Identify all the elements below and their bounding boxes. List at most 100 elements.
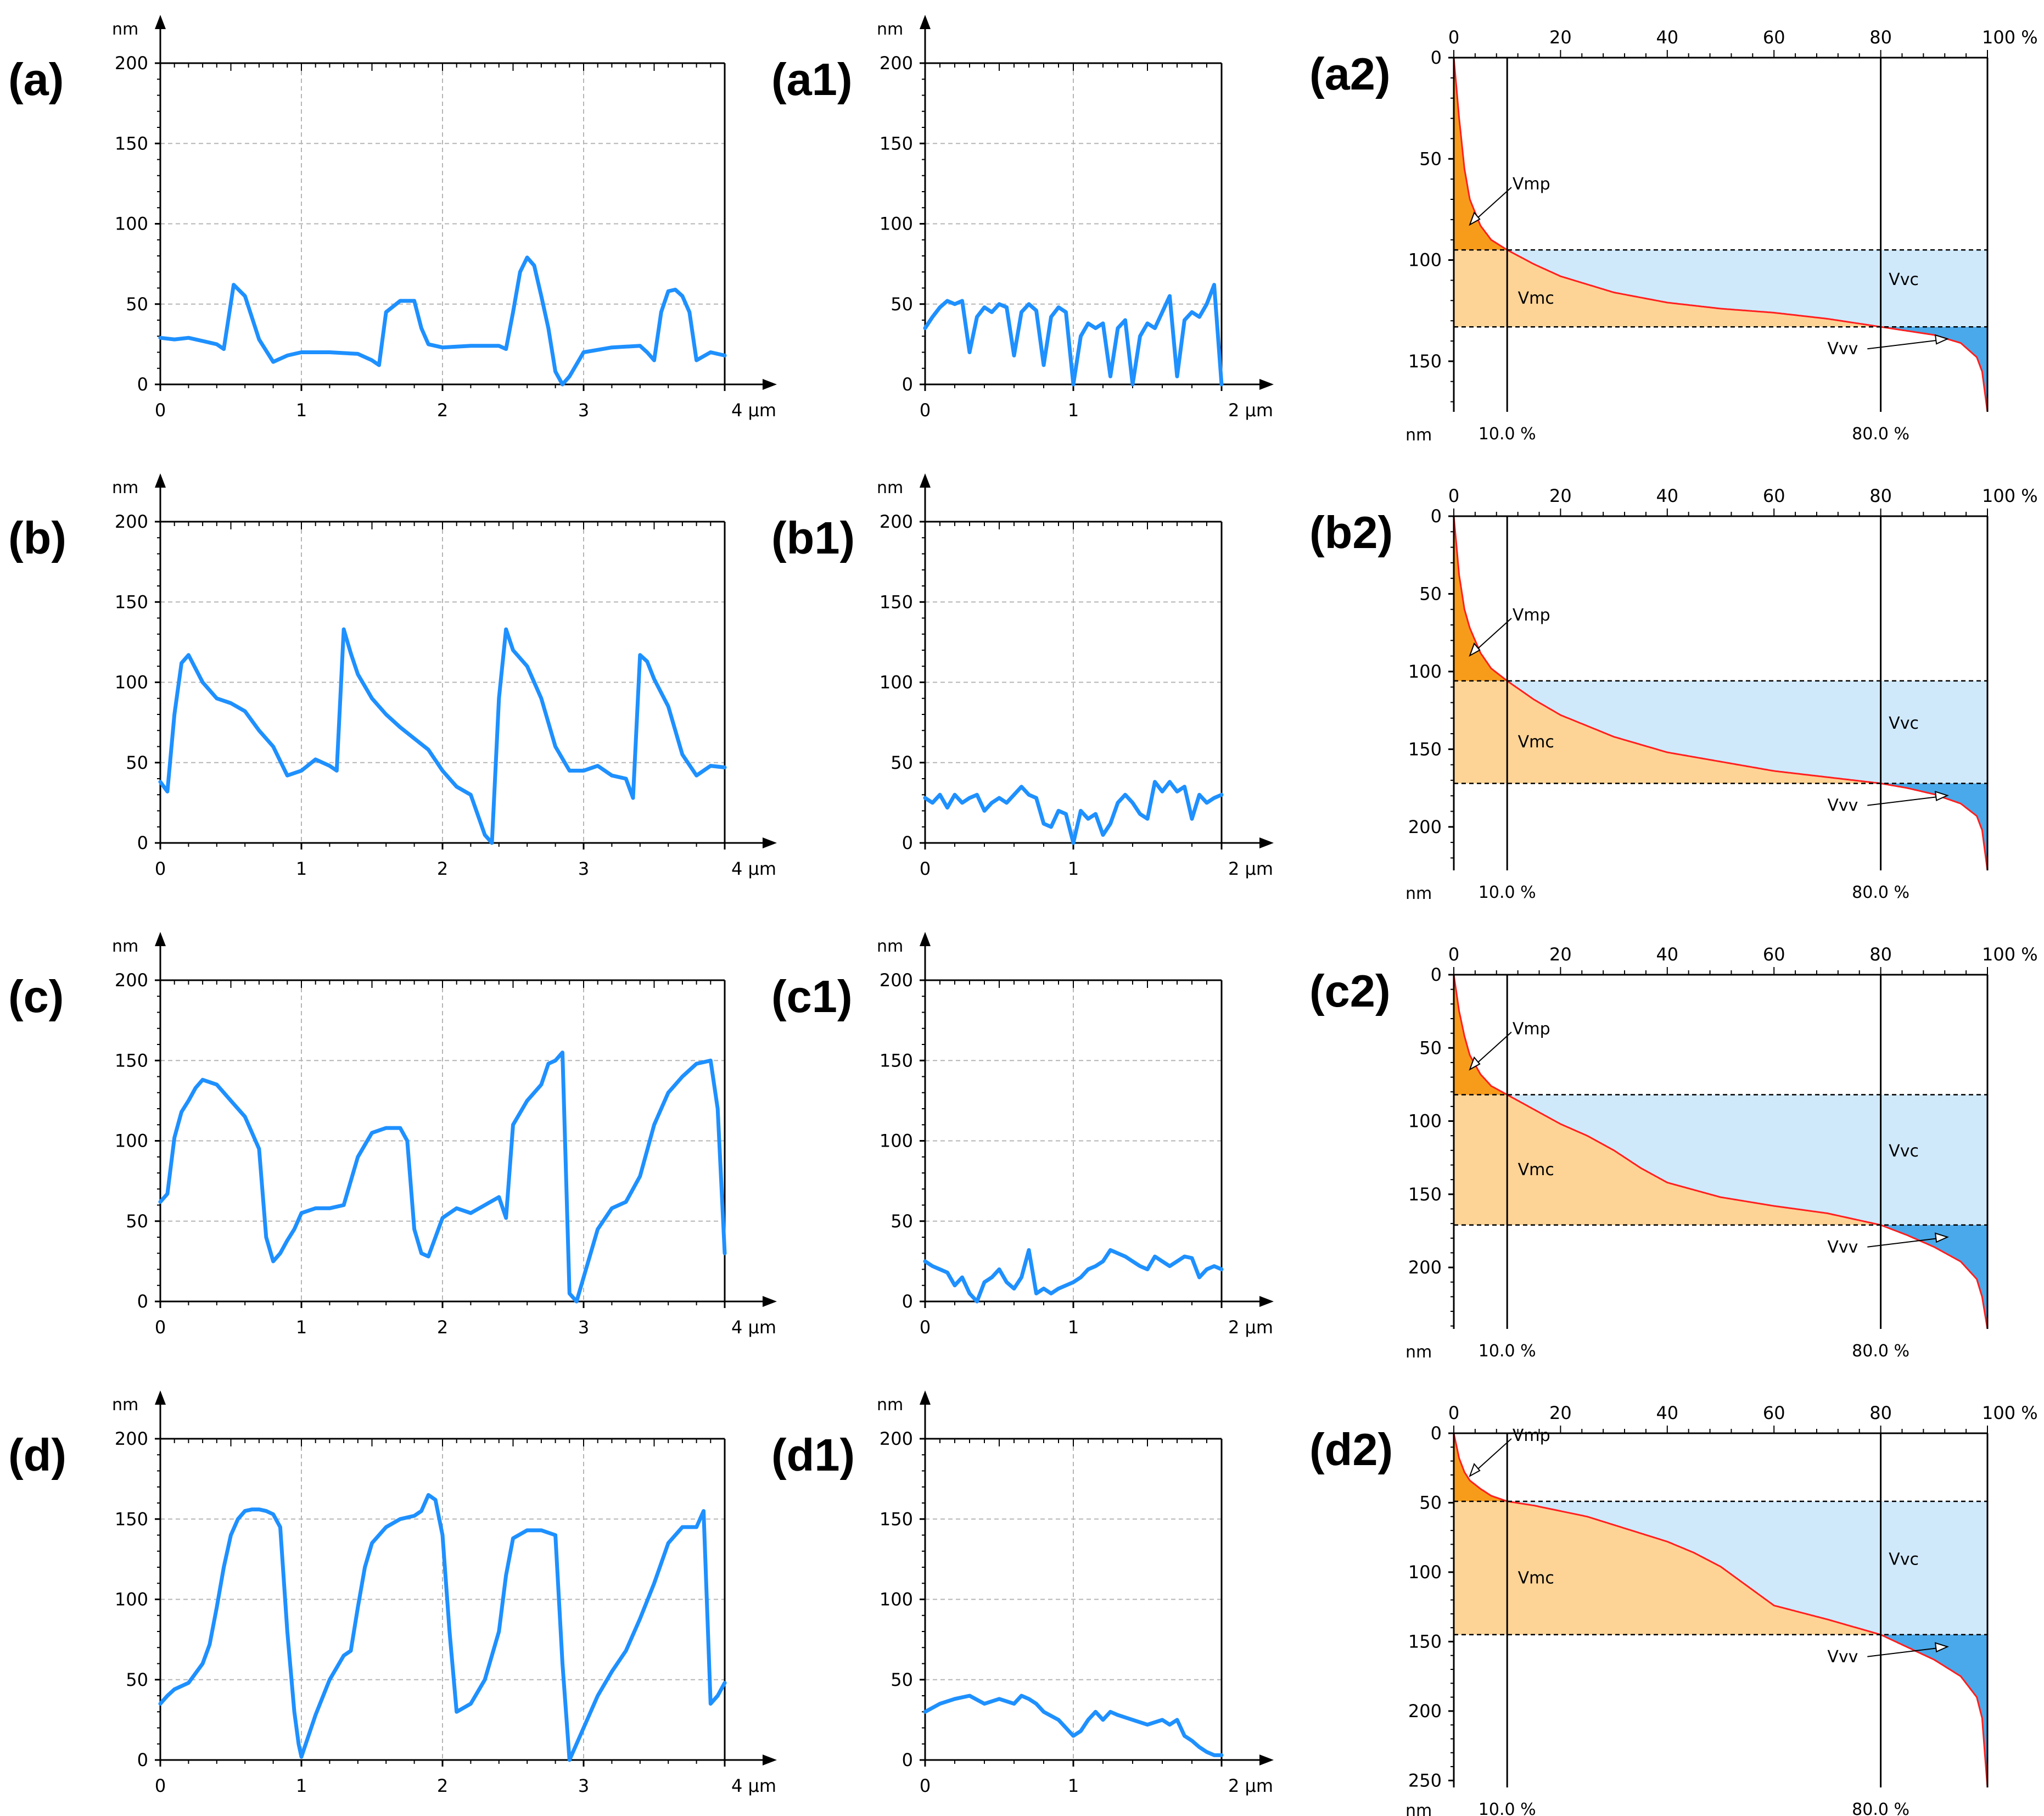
vvv-arrow-head [1934, 1642, 1949, 1653]
x-tick-label: 1 [1068, 858, 1079, 879]
y-tick-label: 50 [891, 294, 913, 315]
vmp-arrow-head [1469, 211, 1481, 226]
y-tick-label: 50 [1419, 148, 1442, 169]
y-tick-label: 200 [115, 970, 148, 991]
x-tick-label: 2 µm [1228, 1317, 1273, 1338]
vmc-label: Vmc [1518, 1568, 1554, 1588]
chart-a2: 0 20 40 60 80 100 % 0 50 100 150 nm 10.0 % 80.0 % Vmp… [1309, 27, 2038, 445]
y-unit-label: nm [877, 478, 903, 498]
y-tick-label: 50 [126, 752, 148, 773]
marker-label: 80.0 % [1852, 883, 1909, 902]
vmp-arrow-head [1469, 1462, 1481, 1478]
x-tick-label: 3 [578, 1775, 589, 1796]
marker-label: 80.0 % [1852, 424, 1909, 444]
x-tick-label: 100 % [1982, 27, 2038, 48]
vvc-region [1507, 1501, 1987, 1635]
y-tick-label: 50 [126, 1211, 148, 1232]
x-tick-label: 100 % [1982, 485, 2038, 506]
x-tick-label: 60 [1763, 485, 1785, 506]
vmc-region [1454, 250, 1881, 327]
y-tick-label: 0 [1431, 1423, 1442, 1444]
vmp-region [1454, 58, 1508, 250]
vmc-label: Vmc [1518, 1160, 1554, 1180]
vvc-label: Vvc [1889, 270, 1919, 289]
y-tick-label: 0 [137, 1750, 148, 1770]
x-tick-label: 0 [155, 1775, 166, 1796]
vvc-region [1507, 680, 1987, 784]
vvv-label: Vvv [1827, 339, 1858, 359]
x-tick-label: 80 [1869, 1402, 1892, 1423]
y-tick-label: 0 [902, 832, 913, 853]
y-tick-label: 0 [1431, 964, 1442, 985]
y-tick-label: 100 [115, 1131, 148, 1152]
y-unit-label: nm [112, 1395, 138, 1415]
y-unit-label: nm [112, 20, 138, 39]
x-tick-label: 2 [437, 1317, 448, 1338]
x-tick-label: 2 µm [1228, 1775, 1273, 1796]
x-tick-label: 3 [578, 400, 589, 421]
y-unit-label: nm [1405, 426, 1432, 445]
y-tick-label: 50 [126, 294, 148, 315]
marker-label: 80.0 % [1852, 1342, 1909, 1361]
x-tick-label: 60 [1763, 944, 1785, 965]
y-axis-arrow [155, 473, 166, 488]
x-tick-label: 80 [1869, 27, 1892, 48]
x-tick-label: 1 [296, 1317, 307, 1338]
x-tick-label: 3 [578, 858, 589, 879]
vvv-region [1880, 327, 1987, 412]
panel-label: (c1) [771, 971, 853, 1022]
y-tick-label: 100 [880, 672, 913, 693]
x-tick-label: 100 % [1982, 944, 2038, 965]
x-tick-label: 4 µm [731, 1317, 776, 1338]
x-tick-label: 20 [1549, 944, 1572, 965]
x-tick-label: 2 µm [1228, 400, 1273, 421]
panel-label: (b1) [771, 512, 855, 563]
vmc-label: Vmc [1518, 289, 1554, 308]
x-tick-label: 0 [1448, 1402, 1459, 1423]
chart-d1: 0 50 100 150 200 0 1 2 µm nm (d1) [771, 1390, 1274, 1796]
x-tick-label: 100 % [1982, 1402, 2038, 1423]
y-tick-label: 100 [1408, 250, 1442, 271]
y-axis-arrow [155, 1390, 166, 1405]
y-tick-label: 50 [126, 1669, 148, 1690]
x-tick-label: 40 [1656, 944, 1678, 965]
panel-label: (a) [8, 54, 64, 105]
chart-b2: 0 20 40 60 80 100 % 0 50 100 150 200 nm 10.0 % 80.0 %… [1309, 485, 2038, 903]
x-tick-label: 60 [1763, 1402, 1785, 1423]
x-axis-arrow [1259, 1754, 1274, 1765]
y-tick-label: 100 [1408, 1111, 1442, 1132]
marker-label: 10.0 % [1479, 883, 1536, 902]
x-tick-label: 0 [155, 1317, 166, 1338]
x-axis-arrow [763, 1296, 777, 1307]
y-tick-label: 200 [880, 53, 913, 74]
x-tick-label: 40 [1656, 1402, 1678, 1423]
y-tick-label: 0 [902, 1750, 913, 1770]
x-tick-label: 20 [1549, 485, 1572, 506]
y-tick-label: 0 [137, 1291, 148, 1312]
x-tick-label: 4 µm [731, 858, 776, 879]
vmp-arrow [1472, 1031, 1512, 1068]
vmp-region [1454, 516, 1508, 681]
y-tick-label: 200 [1408, 1257, 1442, 1278]
marker-label: 10.0 % [1479, 424, 1536, 444]
y-tick-label: 200 [115, 53, 148, 74]
x-tick-label: 0 [920, 1775, 931, 1796]
y-unit-label: nm [877, 20, 903, 39]
x-tick-label: 20 [1549, 27, 1572, 48]
x-tick-label: 3 [578, 1317, 589, 1338]
y-tick-label: 0 [902, 374, 913, 395]
chart-b1: 0 50 100 150 200 0 1 2 µm nm (b1) [771, 473, 1274, 879]
y-axis-arrow [920, 473, 931, 488]
y-tick-label: 250 [1408, 1770, 1442, 1791]
vvc-label: Vvc [1889, 1142, 1919, 1161]
x-tick-label: 40 [1656, 27, 1678, 48]
y-tick-label: 50 [891, 752, 913, 773]
vmc-label: Vmc [1518, 733, 1554, 752]
vmc-region [1454, 1094, 1881, 1225]
chart-c2: 0 20 40 60 80 100 % 0 50 100 150 200 nm 10.0 % 80.0 %… [1309, 944, 2038, 1362]
y-tick-label: 100 [1408, 1562, 1442, 1583]
y-tick-label: 100 [880, 214, 913, 234]
chart-c1: 0 50 100 150 200 0 1 2 µm nm (c1) [771, 932, 1274, 1338]
y-tick-label: 150 [880, 133, 913, 154]
vmp-arrow [1472, 1438, 1512, 1474]
